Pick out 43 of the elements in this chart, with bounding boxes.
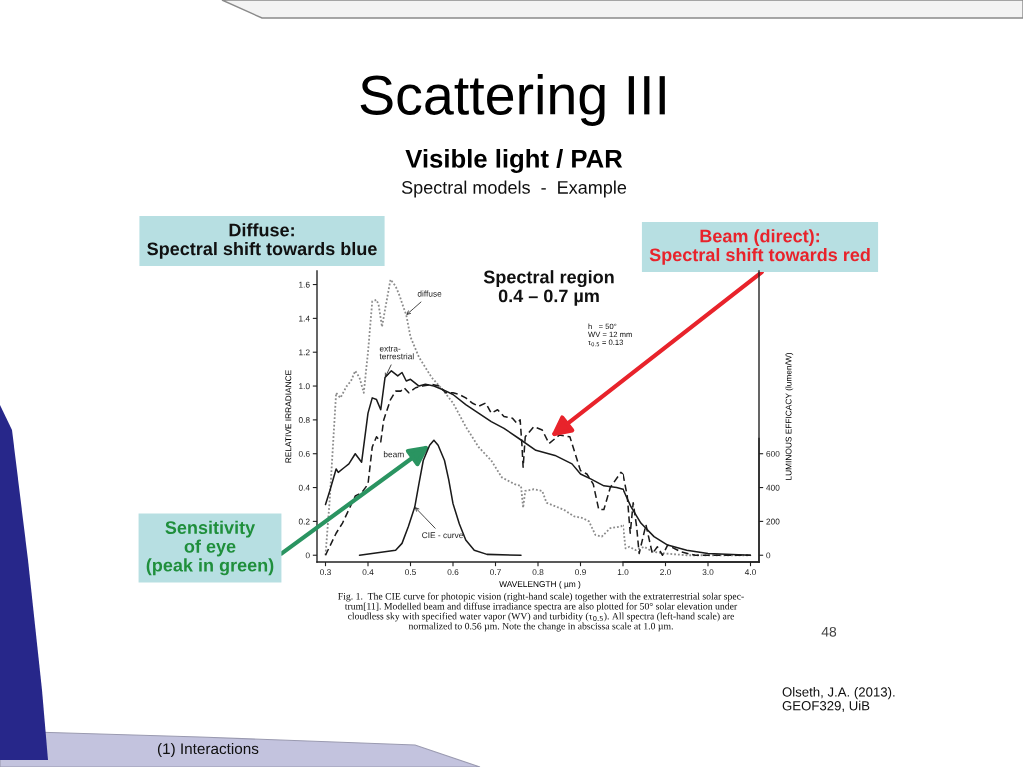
caption: Fig. 1. The CIE curve for photopic vision (right-hand scale) together with the extraterrestrial solar spec- trum[11]. Modelled beam and diffuse irradiance spectra are also plotted for 50° solar elevation under cloudless sky with specified water vapor (WV) and turbidity (τ$_{0.5}$). All spectra (left-hand scale) are normalized to 0.56 µm. Note the change in abscissa scale at 1.0 µm. [338, 592, 744, 632]
x-tick-label: 4.0 [744, 569, 756, 576]
y2-tick-label: 400 [766, 484, 780, 491]
x-tick-label: 0.5 [405, 569, 416, 576]
series-label: beam [383, 451, 404, 458]
y2-tick-label: 600 [766, 450, 780, 457]
x-tick-label: 0.7 [490, 569, 501, 576]
x-tick-label: 1.0 [617, 569, 629, 576]
text: Olseth, J.A. (2013). GEOF329, UiB [782, 686, 895, 712]
x-axis-title: WAVELENGTH ( µm ) [499, 580, 581, 589]
text: diffuse [417, 290, 442, 297]
x-tick-label: 3.0 [702, 569, 714, 576]
chart-subtitle: Visible light / PAR [405, 148, 623, 174]
y-axis-title: RELATIVE IRRADIANCE [285, 370, 292, 463]
x-tick-label: 0.4 [362, 569, 374, 576]
text: (1) Interactions [157, 742, 259, 758]
text: Spectral models - Example [401, 180, 627, 198]
y2-tick-label: 0 [766, 552, 771, 559]
x-tick-label: 0.9 [575, 569, 586, 576]
y-tick-label: 1.2 [299, 349, 310, 356]
line-series [358, 439, 522, 556]
annotation: Spectral region 0.4 – 0.7 µm [483, 270, 614, 306]
y-tick-label: 1.6 [299, 281, 310, 288]
x-tick-label: 0.8 [532, 569, 544, 576]
y-tick-label: 0.2 [298, 518, 310, 525]
y-tick-label: 0.8 [298, 417, 310, 423]
text: Diffuse: Spectral shift towards blue [147, 223, 377, 259]
series-label: extra- terrestrial [379, 346, 414, 360]
y-tick-label: 0.6 [298, 450, 310, 457]
y-tick-label: 0 [305, 552, 310, 559]
y2-axis-title: LUMINOUS EFFICACY (lumen/W) [785, 352, 794, 480]
x-tick-label: 0.6 [447, 569, 459, 576]
chart-title: Scattering III [360, 74, 665, 126]
y2-tick-label: 200 [766, 518, 780, 525]
series-label: CIE - curve [422, 532, 463, 539]
annotation: Sensitivity of eye (peak in green) [146, 520, 274, 576]
y-tick-label: 1.0 [299, 383, 310, 390]
annotation: Beam (direct): Spectral shift towards red [649, 229, 870, 265]
y-tick-label: 1.4 [299, 315, 310, 322]
x-tick-label: 2.0 [660, 569, 671, 576]
y-tick-label: 0.4 [298, 484, 310, 491]
text: 48 [821, 626, 837, 637]
x-tick-label: 0.3 [320, 569, 331, 576]
